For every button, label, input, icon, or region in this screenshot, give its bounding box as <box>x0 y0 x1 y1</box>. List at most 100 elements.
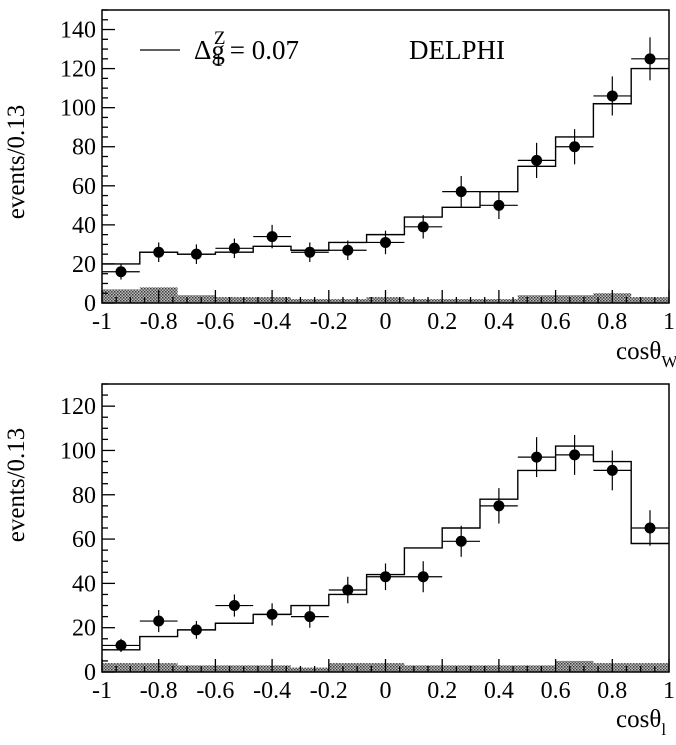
data-marker <box>455 186 467 198</box>
data-point <box>480 191 518 220</box>
x-tick-label: -0.4 <box>253 309 291 335</box>
data-point <box>593 450 632 491</box>
legend: ΔgZ 1 = 0.07 <box>140 28 299 71</box>
background-bar <box>555 295 594 303</box>
background-bar <box>215 297 254 303</box>
data-point <box>291 242 329 262</box>
x-tick-label: 1 <box>663 309 675 335</box>
data-marker <box>493 500 505 512</box>
y-tick-label: 60 <box>72 174 96 200</box>
data-marker <box>266 608 278 620</box>
data-marker <box>115 266 127 278</box>
data-point <box>328 576 367 604</box>
data-point <box>253 603 291 626</box>
y-tick-label: 140 <box>60 18 96 44</box>
data-marker <box>531 154 543 166</box>
background-bar <box>177 665 216 672</box>
background-bar <box>631 297 669 303</box>
data-point <box>253 224 291 249</box>
legend-symbol: Δg <box>194 35 225 65</box>
panel-cos-theta-l: -1 -0.8 -0.6 -0.4 -0.2 0 0.2 0.4 0.6 0.8 1 0 20 40 60 8… <box>3 383 675 739</box>
legend-superscript: Z <box>214 28 226 49</box>
data-point <box>366 563 405 591</box>
background-bar <box>555 660 594 672</box>
data-point <box>404 215 443 239</box>
x-tick-label: 0.8 <box>597 309 627 335</box>
x-tick-label: -0.2 <box>310 309 348 335</box>
data-point <box>139 609 178 633</box>
x-axis-label-sub: l <box>661 720 666 739</box>
data-marker <box>531 451 543 463</box>
data-marker <box>644 53 656 65</box>
data-point <box>480 488 518 524</box>
data-marker <box>115 639 127 651</box>
data-marker <box>153 246 165 258</box>
x-tick-label: 0.4 <box>484 678 514 704</box>
data-point <box>555 129 594 165</box>
data-point <box>102 263 140 280</box>
data-marker <box>455 535 467 547</box>
data-point <box>631 37 669 81</box>
data-point <box>442 525 480 557</box>
data-point <box>366 230 405 255</box>
x-tick-label: 0.4 <box>484 309 514 335</box>
background-bar <box>404 665 443 672</box>
y-tick-label: 20 <box>72 252 96 278</box>
y-axis-label: events/0.13 <box>3 105 30 220</box>
background-bar <box>328 299 367 303</box>
x-tick-label: 0.6 <box>541 678 571 704</box>
data-point <box>215 238 254 259</box>
y-tick-label: 100 <box>60 438 96 464</box>
x-tick-label: -0.2 <box>310 678 348 704</box>
y-tick-label: 0 <box>84 660 96 686</box>
data-point <box>102 638 140 653</box>
background-bar <box>517 295 556 303</box>
experiment-label: DELPHI <box>409 35 505 65</box>
data-point <box>555 434 594 475</box>
y-tick-label: 40 <box>72 571 96 597</box>
data-marker <box>342 244 354 256</box>
data-point <box>404 561 443 593</box>
y-tick-label: 120 <box>60 394 96 420</box>
x-tick-label: -0.8 <box>140 309 178 335</box>
x-tick-label: -0.6 <box>196 309 234 335</box>
data-point <box>442 176 480 208</box>
y-tick-label: 80 <box>72 483 96 509</box>
y-tick-label: 80 <box>72 135 96 161</box>
background-bar <box>177 295 216 303</box>
background-bar <box>291 667 329 672</box>
y-tick-label: 20 <box>72 616 96 642</box>
background-bar <box>102 289 140 303</box>
data-point <box>177 621 216 639</box>
panel-cos-theta-w: -1 -0.8 -0.6 -0.4 -0.2 0 0.2 0.4 0.6 0.8 1 0 20 40 60 8… <box>3 9 676 371</box>
data-point <box>139 242 178 262</box>
background-bar <box>328 663 367 672</box>
background-bar <box>291 299 329 303</box>
plot-frame <box>101 383 670 673</box>
x-tick-label: -0.8 <box>140 678 178 704</box>
plot-frame <box>101 9 670 304</box>
data-marker <box>266 231 278 243</box>
legend-subscript: 1 <box>213 50 223 71</box>
data-point <box>593 76 632 116</box>
data-point <box>517 142 556 178</box>
data-point <box>631 510 669 546</box>
x-axis-label-base: cosθ <box>616 706 661 733</box>
background-bar <box>517 665 556 672</box>
data-marker <box>190 248 202 260</box>
data-marker <box>190 624 202 636</box>
data-marker <box>606 90 618 102</box>
data-point <box>328 240 367 261</box>
x-tick-label: 0.8 <box>597 678 627 704</box>
data-marker <box>153 615 165 627</box>
data-marker <box>606 464 618 476</box>
histogram-line <box>102 445 669 651</box>
y-tick-label: 0 <box>84 291 96 317</box>
x-tick-label: 0 <box>380 309 392 335</box>
data-point <box>517 437 556 478</box>
data-marker <box>644 522 656 534</box>
background-bar <box>215 665 254 672</box>
data-marker <box>569 141 581 153</box>
legend-text: ΔgZ 1 = 0.07 <box>194 28 299 71</box>
y-tick-label: 120 <box>60 57 96 83</box>
